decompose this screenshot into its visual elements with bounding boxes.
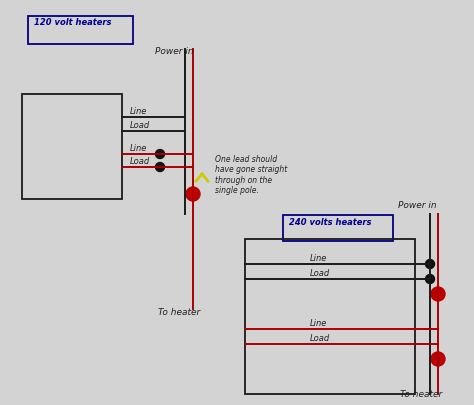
Text: Power in: Power in bbox=[398, 200, 437, 209]
Circle shape bbox=[155, 150, 164, 159]
Bar bbox=[245, 239, 415, 394]
Text: Load: Load bbox=[130, 157, 150, 166]
Text: Load: Load bbox=[310, 269, 330, 277]
Text: Load: Load bbox=[310, 333, 330, 342]
Text: To heater: To heater bbox=[400, 389, 442, 398]
Text: Line: Line bbox=[130, 144, 147, 153]
Circle shape bbox=[155, 163, 164, 172]
Circle shape bbox=[431, 287, 445, 301]
Circle shape bbox=[426, 275, 435, 284]
Circle shape bbox=[186, 188, 200, 202]
Text: Load: Load bbox=[130, 121, 150, 130]
Bar bbox=[22, 95, 122, 200]
Text: To heater: To heater bbox=[158, 307, 200, 316]
Circle shape bbox=[426, 260, 435, 269]
Text: Line: Line bbox=[310, 318, 328, 327]
Text: 120 volt heaters: 120 volt heaters bbox=[34, 18, 111, 27]
Text: Line: Line bbox=[310, 254, 328, 262]
Text: 240 volts heaters: 240 volts heaters bbox=[289, 217, 372, 226]
Bar bbox=[283, 215, 393, 241]
Text: Line: Line bbox=[130, 107, 147, 116]
Text: One lead should
have gone straight
through on the
single pole.: One lead should have gone straight throu… bbox=[215, 155, 287, 195]
Circle shape bbox=[431, 352, 445, 366]
Bar bbox=[28, 17, 133, 45]
Text: Power in: Power in bbox=[155, 47, 193, 56]
